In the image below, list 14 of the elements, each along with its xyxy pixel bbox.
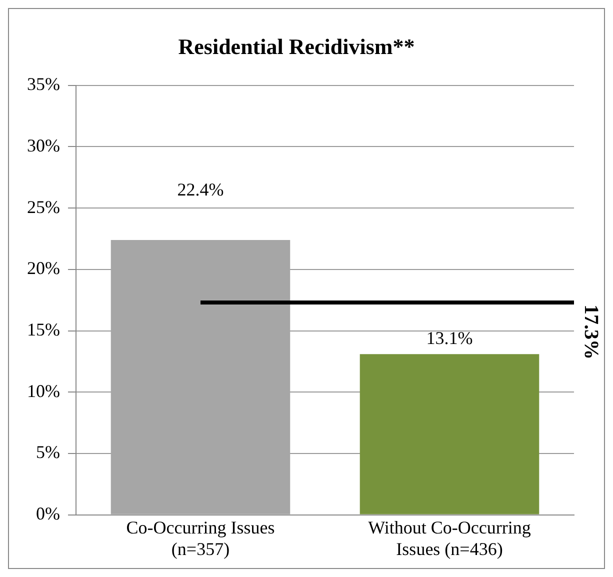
y-tick-label: 10% xyxy=(26,380,60,401)
ref-line-label: 17.3% xyxy=(580,304,602,360)
y-tick-label: 15% xyxy=(26,320,60,340)
y-tick-label: 35% xyxy=(26,74,60,94)
y-tick-label: 25% xyxy=(26,196,60,217)
y-tick-label: 30% xyxy=(26,135,60,156)
y-tick-label: 0% xyxy=(36,504,60,524)
x-tick-label: Without Co-Occurring Issues (n=436) xyxy=(368,517,531,559)
y-tick-label: 5% xyxy=(36,442,60,462)
data-label: 13.1% xyxy=(426,328,473,348)
y-tick-label: 20% xyxy=(26,258,60,278)
data-label: 22.4% xyxy=(177,180,224,200)
x-tick-label: Co-Occurring Issues (n=357) xyxy=(126,517,275,559)
chart-title: Residential Recidivism** xyxy=(178,34,415,59)
